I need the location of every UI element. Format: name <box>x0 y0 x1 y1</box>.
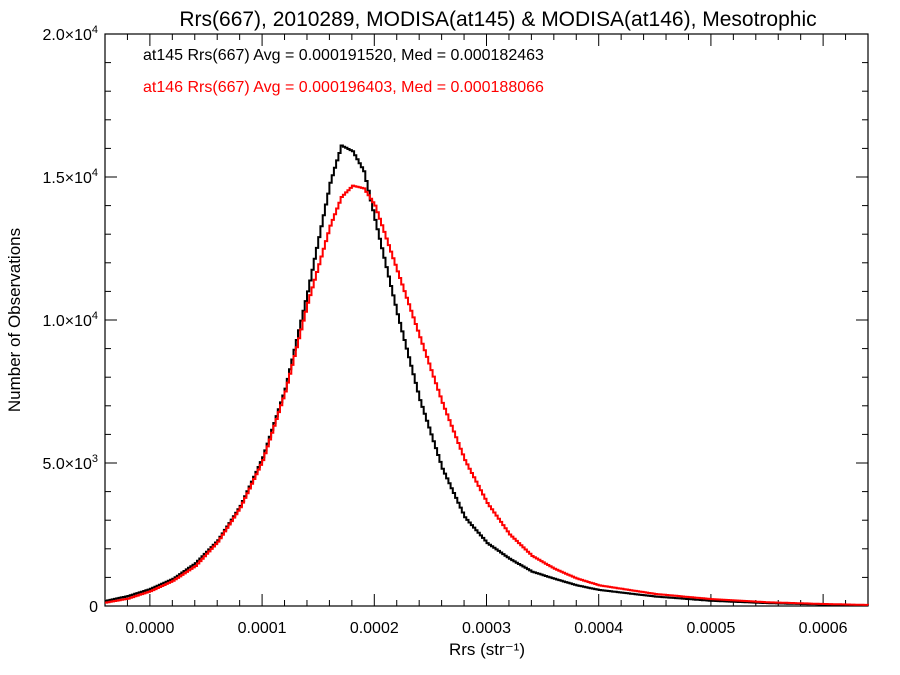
y-tick-exponent: 3 <box>92 453 98 465</box>
legend-at146: at146 Rrs(667) Avg = 0.000196403, Med = … <box>143 79 544 96</box>
x-tick-label: 0.0003 <box>462 620 511 637</box>
x-tick-label: 0.0000 <box>125 620 174 637</box>
y-tick-base: 1.5×10 <box>42 170 91 187</box>
plot-area <box>104 33 869 607</box>
plot-frame <box>104 33 869 607</box>
y-tick-exponent: 4 <box>92 24 98 36</box>
x-tick-label: 0.0001 <box>238 620 287 637</box>
y-tick-label: 1.0×104 <box>42 310 98 330</box>
y-tick-exponent: 4 <box>92 310 98 322</box>
y-tick-base: 5.0×10 <box>42 456 91 473</box>
y-tick-base: 1.0×10 <box>42 313 91 330</box>
axis-ticks <box>104 33 869 607</box>
chart-title: Rrs(667), 2010289, MODISA(at145) & MODIS… <box>179 8 816 31</box>
y-tick-exponent: 4 <box>92 167 98 179</box>
series-at146-line <box>105 184 869 606</box>
x-tick-label: 0.0002 <box>350 620 399 637</box>
legend-at145: at145 Rrs(667) Avg = 0.000191520, Med = … <box>143 47 544 64</box>
x-tick-label: 0.0004 <box>574 620 623 637</box>
y-tick-label: 5.0×103 <box>42 453 98 473</box>
y-tick-label: 1.5×104 <box>42 167 98 187</box>
x-tick-labels: 0.0000 0.0001 0.0002 0.0003 0.0004 0.0005 0.00… <box>125 620 847 637</box>
series-layer <box>105 144 869 607</box>
y-tick-base: 2.0×10 <box>42 27 91 44</box>
series-at145-line <box>105 144 869 607</box>
y-tick-label: 2.0×104 <box>42 24 98 44</box>
x-tick-label: 0.0005 <box>686 620 735 637</box>
y-axis-label: Number of Observations <box>5 228 24 412</box>
x-tick-label: 0.0006 <box>799 620 848 637</box>
x-axis-label: Rrs (str⁻¹) <box>449 640 525 659</box>
y-tick-label: 0 <box>89 599 98 616</box>
y-tick-base: 0 <box>89 599 98 616</box>
